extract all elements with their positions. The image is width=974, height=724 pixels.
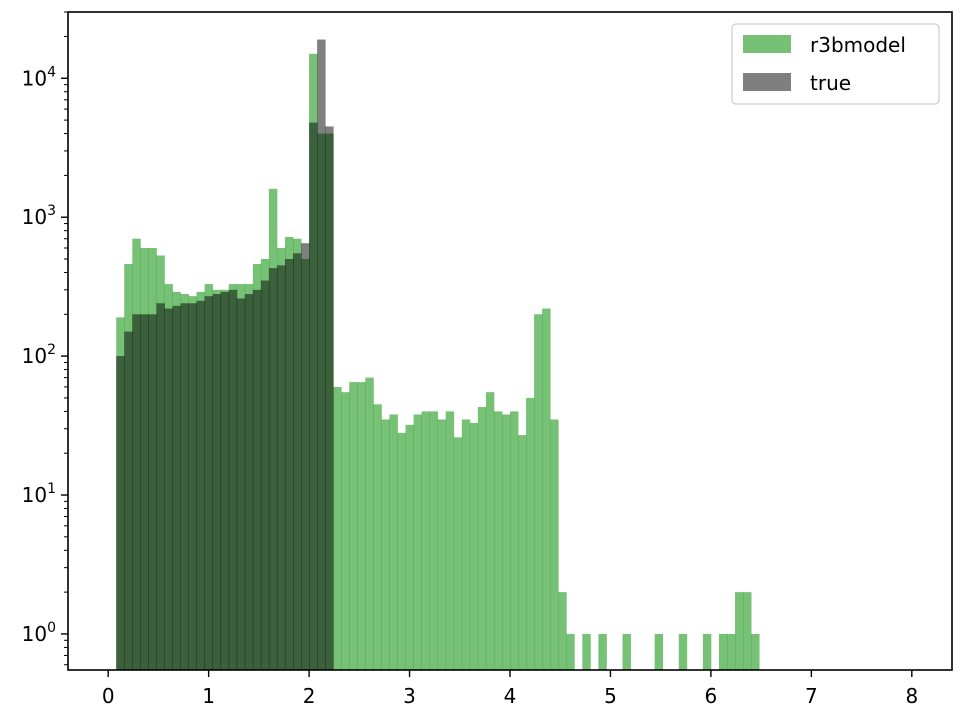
y-axis: 100 101 102 103 104 [22,11,68,666]
bar-r3bmodel [566,633,575,670]
y-tick-label: 102 [22,342,56,368]
bar-true [132,314,141,670]
bar-true [301,243,310,670]
bar-r3bmodel [349,382,358,670]
bar-true [317,39,326,671]
bar-r3bmodel [743,592,752,670]
x-tick-label: 8 [905,684,918,708]
bar-true [228,289,238,670]
bar-true [196,300,206,670]
bar-r3bmodel [598,633,607,670]
bar-true [252,289,262,670]
legend-swatch-true [743,73,791,91]
x-tick-label: 4 [504,684,517,708]
bar-true [260,280,270,670]
y-tick-label: 101 [22,481,56,507]
bar-true [325,126,334,670]
x-tick-label: 2 [303,684,316,708]
legend: r3bmodel true [731,23,940,105]
bar-true [188,303,197,670]
bar-r3bmodel [558,592,567,670]
bar-r3bmodel [437,419,447,670]
bar-r3bmodel [493,411,503,670]
bar-r3bmodel [381,419,390,670]
x-tick-label: 1 [202,684,215,708]
bar-r3bmodel [622,633,631,670]
bar-r3bmodel [461,419,471,670]
bar-r3bmodel [718,633,728,670]
bar-true [244,293,254,670]
x-axis: 0 1 2 3 4 5 6 7 8 [102,670,918,708]
legend-label-true: true [810,71,851,95]
bar-r3bmodel [526,397,535,670]
bar-r3bmodel [534,314,543,670]
bar-r3bmodel [654,633,664,670]
bar-r3bmodel [469,422,479,670]
bar-r3bmodel [485,392,495,670]
bar-true [164,308,173,670]
bar-true [276,265,286,670]
bar-true [172,305,181,670]
y-tick-label: 104 [22,64,56,90]
bar-r3bmodel [453,437,463,670]
bar-r3bmodel [421,411,431,670]
bar-r3bmodel [357,382,366,670]
x-tick-label: 7 [805,684,818,708]
bar-true [236,298,246,670]
legend-label-r3bmodel: r3bmodel [810,33,906,57]
bar-r3bmodel [735,592,744,670]
bar-true [116,356,125,670]
bar-true [140,314,149,670]
bar-true [124,331,133,670]
bar-r3bmodel [582,633,591,670]
bar-true [220,291,230,670]
x-tick-label: 3 [403,684,416,708]
bar-r3bmodel [405,424,414,670]
bar-r3bmodel [365,377,374,670]
bar-true [204,296,214,670]
bar-r3bmodel [550,419,559,670]
bar-r3bmodel [389,414,398,670]
bar-r3bmodel [542,308,551,670]
x-tick-label: 6 [705,684,718,708]
bar-true [180,303,189,670]
bar-r3bmodel [726,633,736,670]
bar-true [148,314,157,670]
bar-true [268,268,278,670]
bar-true [309,122,318,670]
bar-r3bmodel [477,407,487,670]
bar-r3bmodel [518,435,527,670]
bar-true [284,259,294,670]
y-tick-label: 103 [22,203,56,229]
x-tick-label: 0 [102,684,115,708]
x-tick-label: 5 [604,684,617,708]
bar-r3bmodel [397,432,406,670]
bar-r3bmodel [445,411,455,670]
legend-swatch-r3bmodel [743,35,791,53]
series-true-bars [116,39,334,671]
bar-r3bmodel [678,633,688,670]
bar-true [156,303,165,670]
bar-r3bmodel [501,414,511,670]
bar-true [293,253,302,670]
bar-r3bmodel [429,411,439,670]
y-tick-label: 100 [22,620,56,646]
bar-r3bmodel [751,633,760,670]
bar-r3bmodel [413,414,422,670]
bar-r3bmodel [341,392,350,670]
bar-r3bmodel [373,404,382,670]
bar-r3bmodel [510,411,519,670]
bar-r3bmodel [333,386,342,670]
bar-r3bmodel [702,633,712,670]
bar-true [212,293,222,670]
